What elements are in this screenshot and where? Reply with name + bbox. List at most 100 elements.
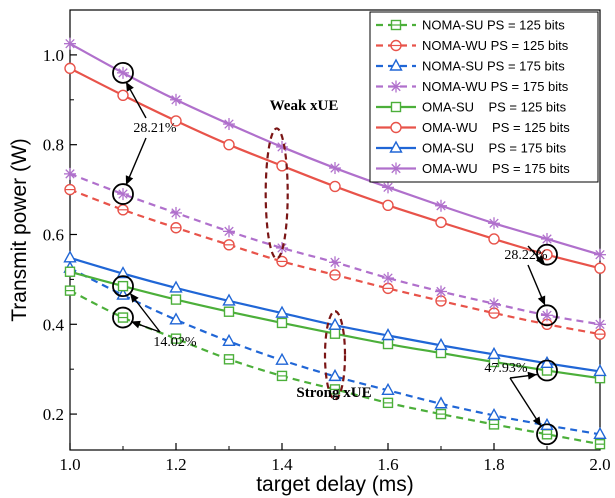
data-point (329, 384, 341, 395)
data-point (390, 101, 402, 113)
data-point (382, 199, 394, 212)
legend-label: NOMA-SU PS = 125 bits (422, 18, 565, 33)
data-point (117, 188, 129, 201)
data-point (389, 58, 403, 71)
data-point (64, 167, 76, 180)
y-tick-label: 0.4 (43, 315, 65, 334)
data-point (382, 272, 394, 285)
legend-entry: OMA-SU PS = 125 bits (376, 100, 567, 115)
data-point (488, 233, 500, 245)
data-point (64, 183, 76, 196)
annotation-arrow (130, 320, 161, 333)
series-8 (64, 37, 606, 261)
annotation-arrow (509, 377, 542, 427)
legend-label: OMA-SU PS = 125 bits (422, 100, 567, 115)
data-point (381, 328, 395, 341)
data-point (435, 199, 447, 212)
data-point (329, 180, 341, 193)
data-point (435, 216, 447, 229)
highlight-circle (536, 359, 558, 382)
legend: NOMA-SU PS = 125 bits NOMA-WU PS = 125 bi… (369, 11, 599, 183)
data-point (170, 93, 182, 106)
x-tick-label: 1.2 (165, 455, 186, 474)
legend-entry: OMA-SU PS = 175 bits (376, 141, 567, 156)
data-point (117, 204, 129, 216)
y-tick-label: 0.6 (43, 225, 64, 244)
data-point (329, 256, 341, 269)
data-point (170, 115, 182, 127)
legend-label: OMA-WU PS = 175 bits (422, 161, 570, 176)
data-point (117, 312, 129, 323)
data-point (276, 140, 288, 153)
data-point (63, 250, 77, 263)
data-point (594, 262, 606, 274)
data-point (276, 160, 288, 172)
data-point (390, 39, 402, 52)
series-7 (63, 250, 607, 377)
data-point (541, 429, 553, 440)
data-point (381, 382, 395, 395)
highlight-circle (112, 306, 134, 329)
data-point (117, 280, 129, 292)
data-point (170, 294, 182, 305)
data-point (382, 282, 394, 295)
legend-entry: OMA-WU PS = 125 bits (376, 120, 570, 135)
legend-entry: NOMA-WU PS = 125 bits (376, 38, 569, 53)
legend-box (369, 11, 599, 183)
data-point (390, 80, 402, 93)
data-point (434, 337, 448, 351)
highlight-circle (536, 304, 558, 327)
data-point (222, 333, 236, 347)
data-point (329, 269, 341, 281)
data-point (328, 317, 342, 330)
data-point (390, 19, 402, 31)
data-point (328, 368, 342, 382)
data-point (382, 397, 394, 409)
data-point (541, 309, 553, 322)
data-point (223, 354, 235, 365)
data-point (170, 206, 182, 219)
x-axis-label: target delay (ms) (256, 473, 414, 496)
data-point (117, 89, 129, 102)
annotation-arrow (527, 264, 546, 306)
legend-label: OMA-WU PS = 125 bits (422, 120, 570, 135)
data-point (435, 408, 447, 420)
data-point (329, 328, 341, 339)
data-point (64, 62, 76, 75)
x-tick-label: 1.0 (59, 455, 80, 474)
data-point (389, 140, 403, 153)
highlight-circle (112, 61, 134, 84)
data-point (276, 317, 288, 329)
data-point (276, 255, 288, 268)
data-point (64, 285, 76, 296)
data-point (594, 248, 606, 261)
y-tick-label: 1.0 (43, 46, 64, 65)
data-point (487, 407, 501, 421)
highlight-circle (536, 243, 558, 266)
strong-group-ellipse (323, 310, 347, 401)
data-point (434, 396, 448, 409)
percent-label-weak-right: 28.22% (504, 248, 548, 263)
strong-xue-label: Strong xUE (296, 385, 371, 401)
data-point (222, 293, 236, 306)
legend-entry: OMA-WU PS = 175 bits (376, 161, 570, 176)
data-point (594, 438, 606, 450)
data-point (117, 66, 129, 79)
legend-label: NOMA-WU PS = 175 bits (422, 79, 569, 94)
data-point (223, 306, 235, 317)
data-point (488, 419, 500, 430)
legend-entry: NOMA-SU PS = 125 bits (376, 18, 565, 33)
legend-label: NOMA-SU PS = 175 bits (422, 59, 565, 74)
series-line (69, 289, 601, 446)
series-line (69, 267, 601, 436)
data-point (593, 363, 607, 377)
series-6 (64, 62, 606, 274)
data-point (223, 225, 235, 238)
annotation-arrow (509, 371, 538, 380)
y-tick-label: 0.8 (43, 136, 64, 155)
x-tick-label: 1.4 (271, 455, 293, 474)
legend-label: OMA-SU PS = 175 bits (422, 141, 567, 156)
data-point (488, 297, 500, 310)
series-1 (64, 285, 606, 450)
